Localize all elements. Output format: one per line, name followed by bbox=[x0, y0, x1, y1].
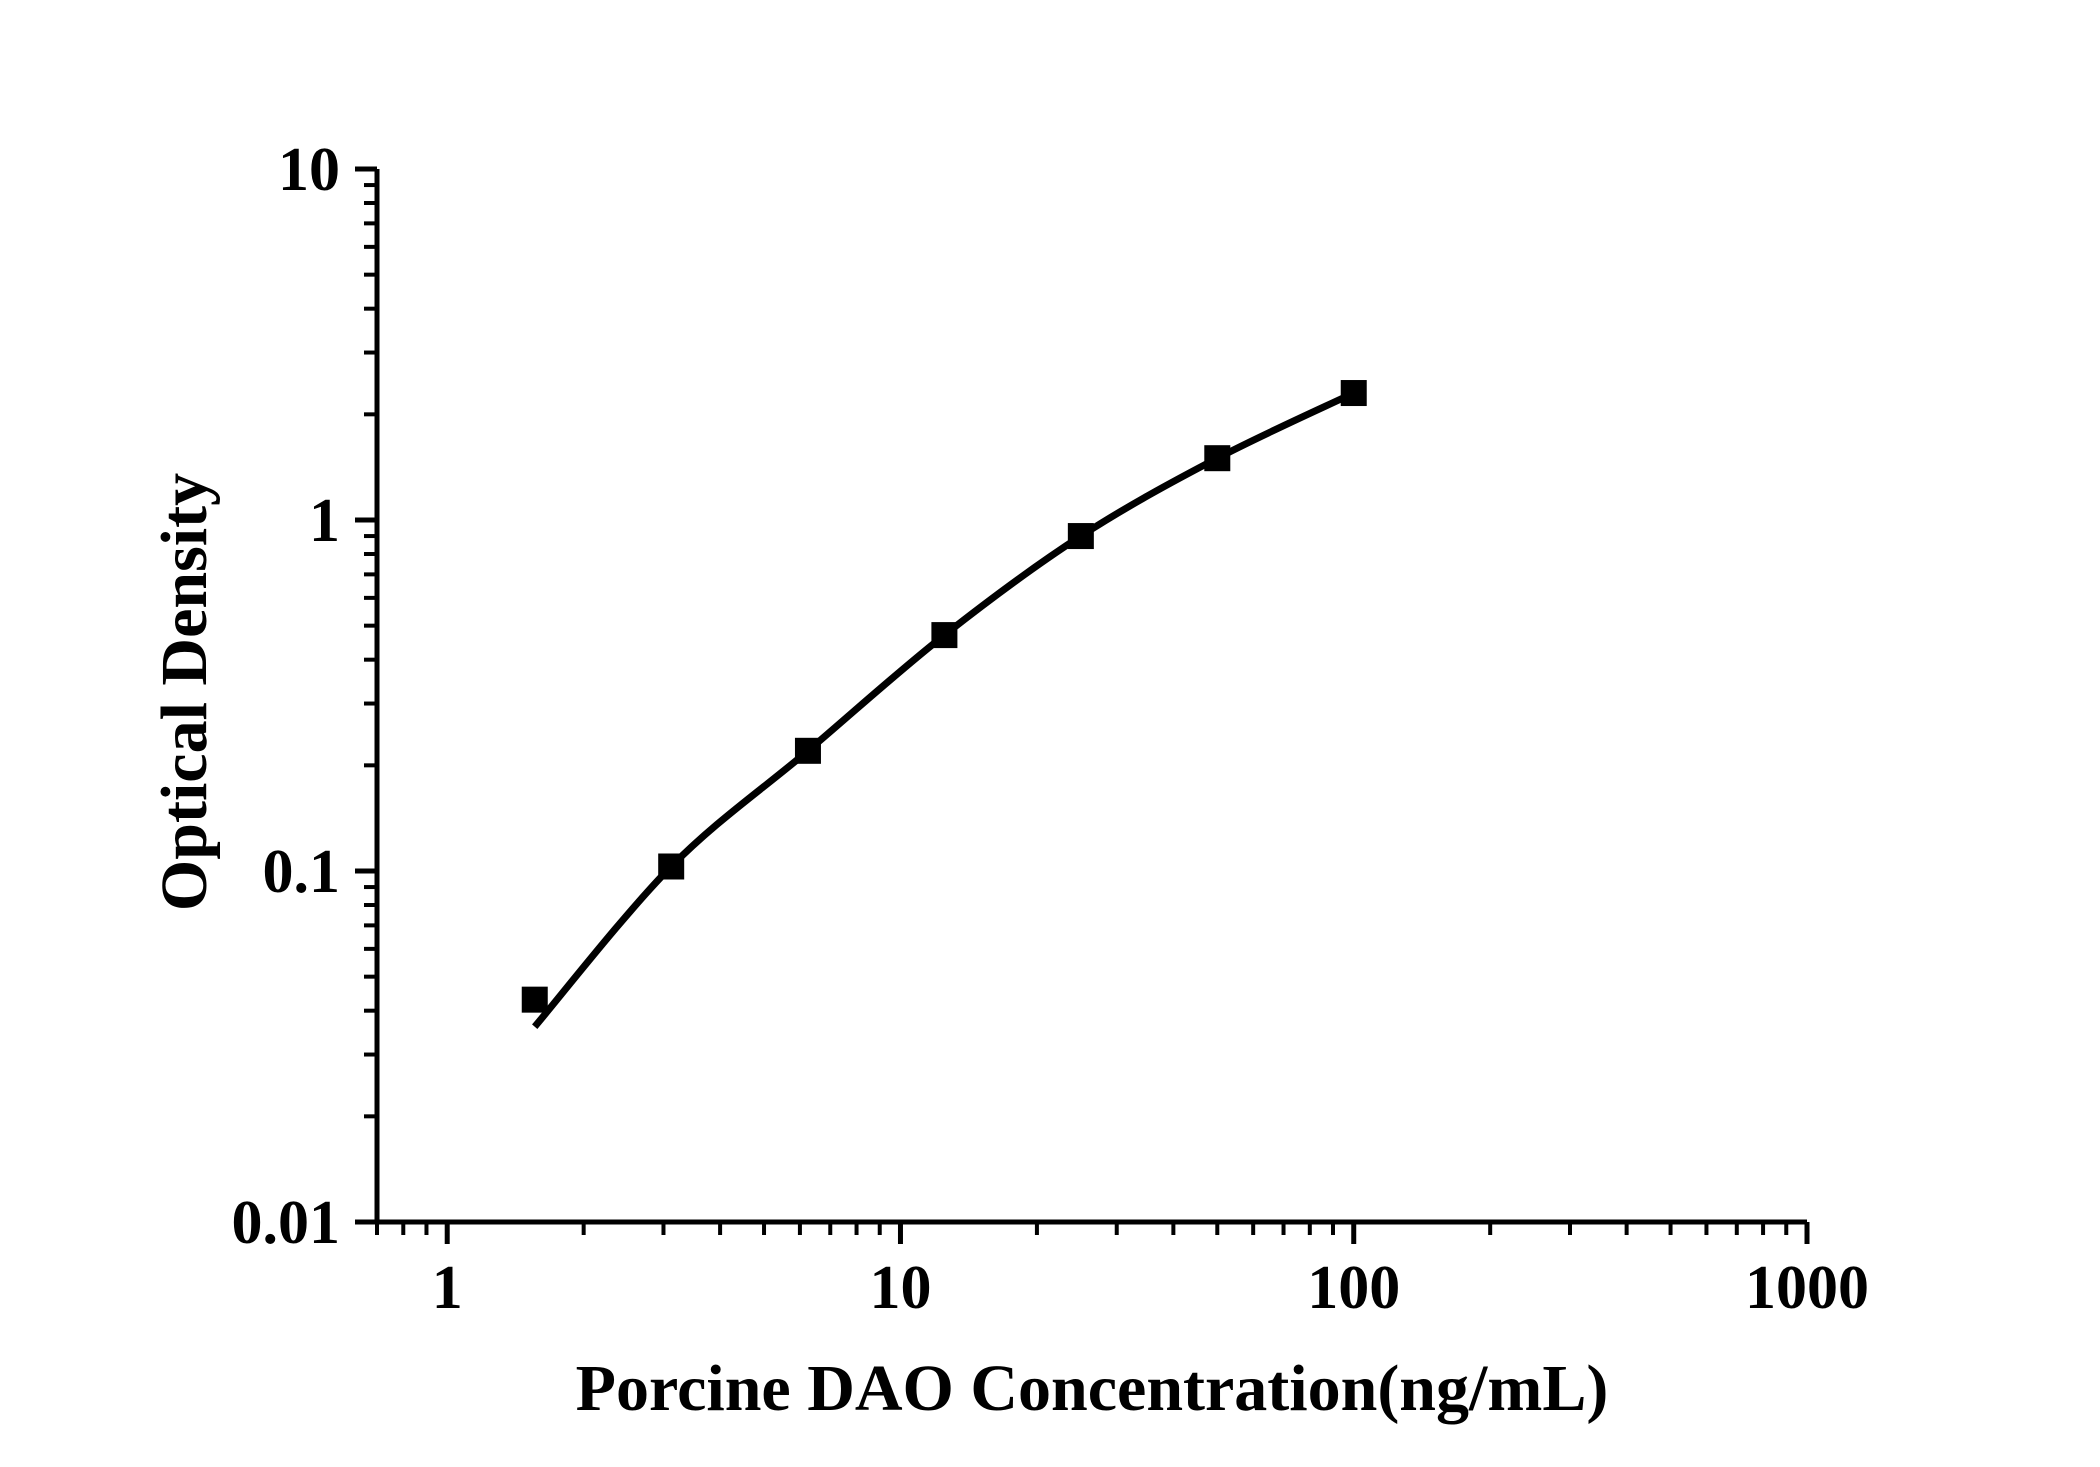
data-point-marker bbox=[521, 986, 548, 1013]
x-tick-label: 100 bbox=[1307, 1254, 1400, 1322]
y-tick-label: 1 bbox=[309, 487, 340, 555]
y-tick-label: 0.01 bbox=[232, 1189, 341, 1257]
x-tick-label: 1 bbox=[432, 1254, 463, 1322]
data-point-marker bbox=[794, 737, 821, 764]
data-point-marker bbox=[1340, 380, 1367, 407]
plot-generated-layer: 1 10 100 1000 0.01 0.1 1 10 bbox=[232, 136, 1870, 1322]
x-tick-label: 10 bbox=[869, 1254, 931, 1322]
data-point-marker bbox=[1204, 445, 1231, 472]
fit-curve-line bbox=[532, 389, 1356, 1029]
y-tick-label: 0.1 bbox=[263, 838, 341, 906]
x-axis-title: Porcine DAO Concentration(ng/mL) bbox=[576, 1352, 1609, 1425]
x-tick-label: 1000 bbox=[1745, 1254, 1869, 1322]
data-point-marker bbox=[1067, 523, 1094, 550]
data-point-marker bbox=[931, 622, 958, 649]
y-tick-label: 10 bbox=[278, 136, 340, 204]
y-axis-title: Optical Density bbox=[148, 473, 221, 911]
data-point-marker bbox=[658, 853, 685, 880]
